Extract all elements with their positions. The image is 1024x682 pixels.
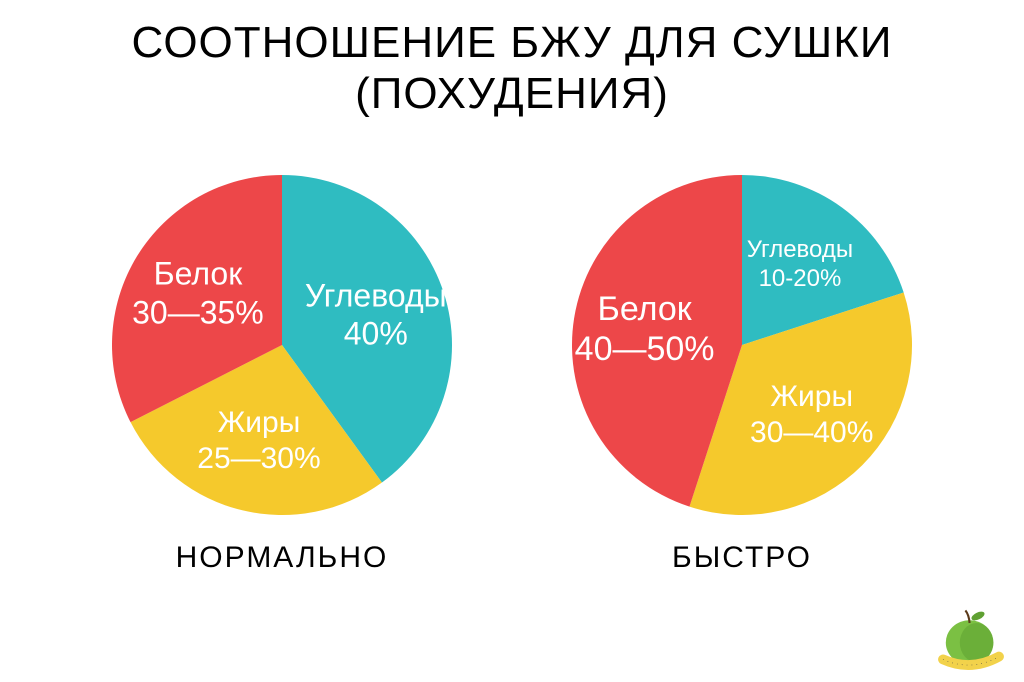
pie-normal: Углеводы 40%Жиры 25—30%Белок 30—35% bbox=[112, 175, 452, 515]
chart-column-normal: Углеводы 40%Жиры 25—30%Белок 30—35% НОРМА… bbox=[92, 175, 472, 575]
chart-column-fast: Углеводы 10-20%Жиры 30—40%Белок 40—50% БЫ… bbox=[552, 175, 932, 575]
apple-icon bbox=[936, 602, 1006, 672]
chart-caption-fast: БЫСТРО bbox=[672, 541, 812, 575]
apple-leaf bbox=[970, 610, 986, 622]
charts-row: Углеводы 40%Жиры 25—30%Белок 30—35% НОРМА… bbox=[0, 175, 1024, 575]
pie-fast: Углеводы 10-20%Жиры 30—40%Белок 40—50% bbox=[572, 175, 912, 515]
infographic-root: { "title": { "line1": "СООТНОШЕНИЕ БЖУ Д… bbox=[0, 0, 1024, 682]
chart-caption-normal: НОРМАЛЬНО bbox=[176, 541, 389, 575]
main-title: СООТНОШЕНИЕ БЖУ ДЛЯ СУШКИ (ПОХУДЕНИЯ) bbox=[132, 18, 893, 119]
